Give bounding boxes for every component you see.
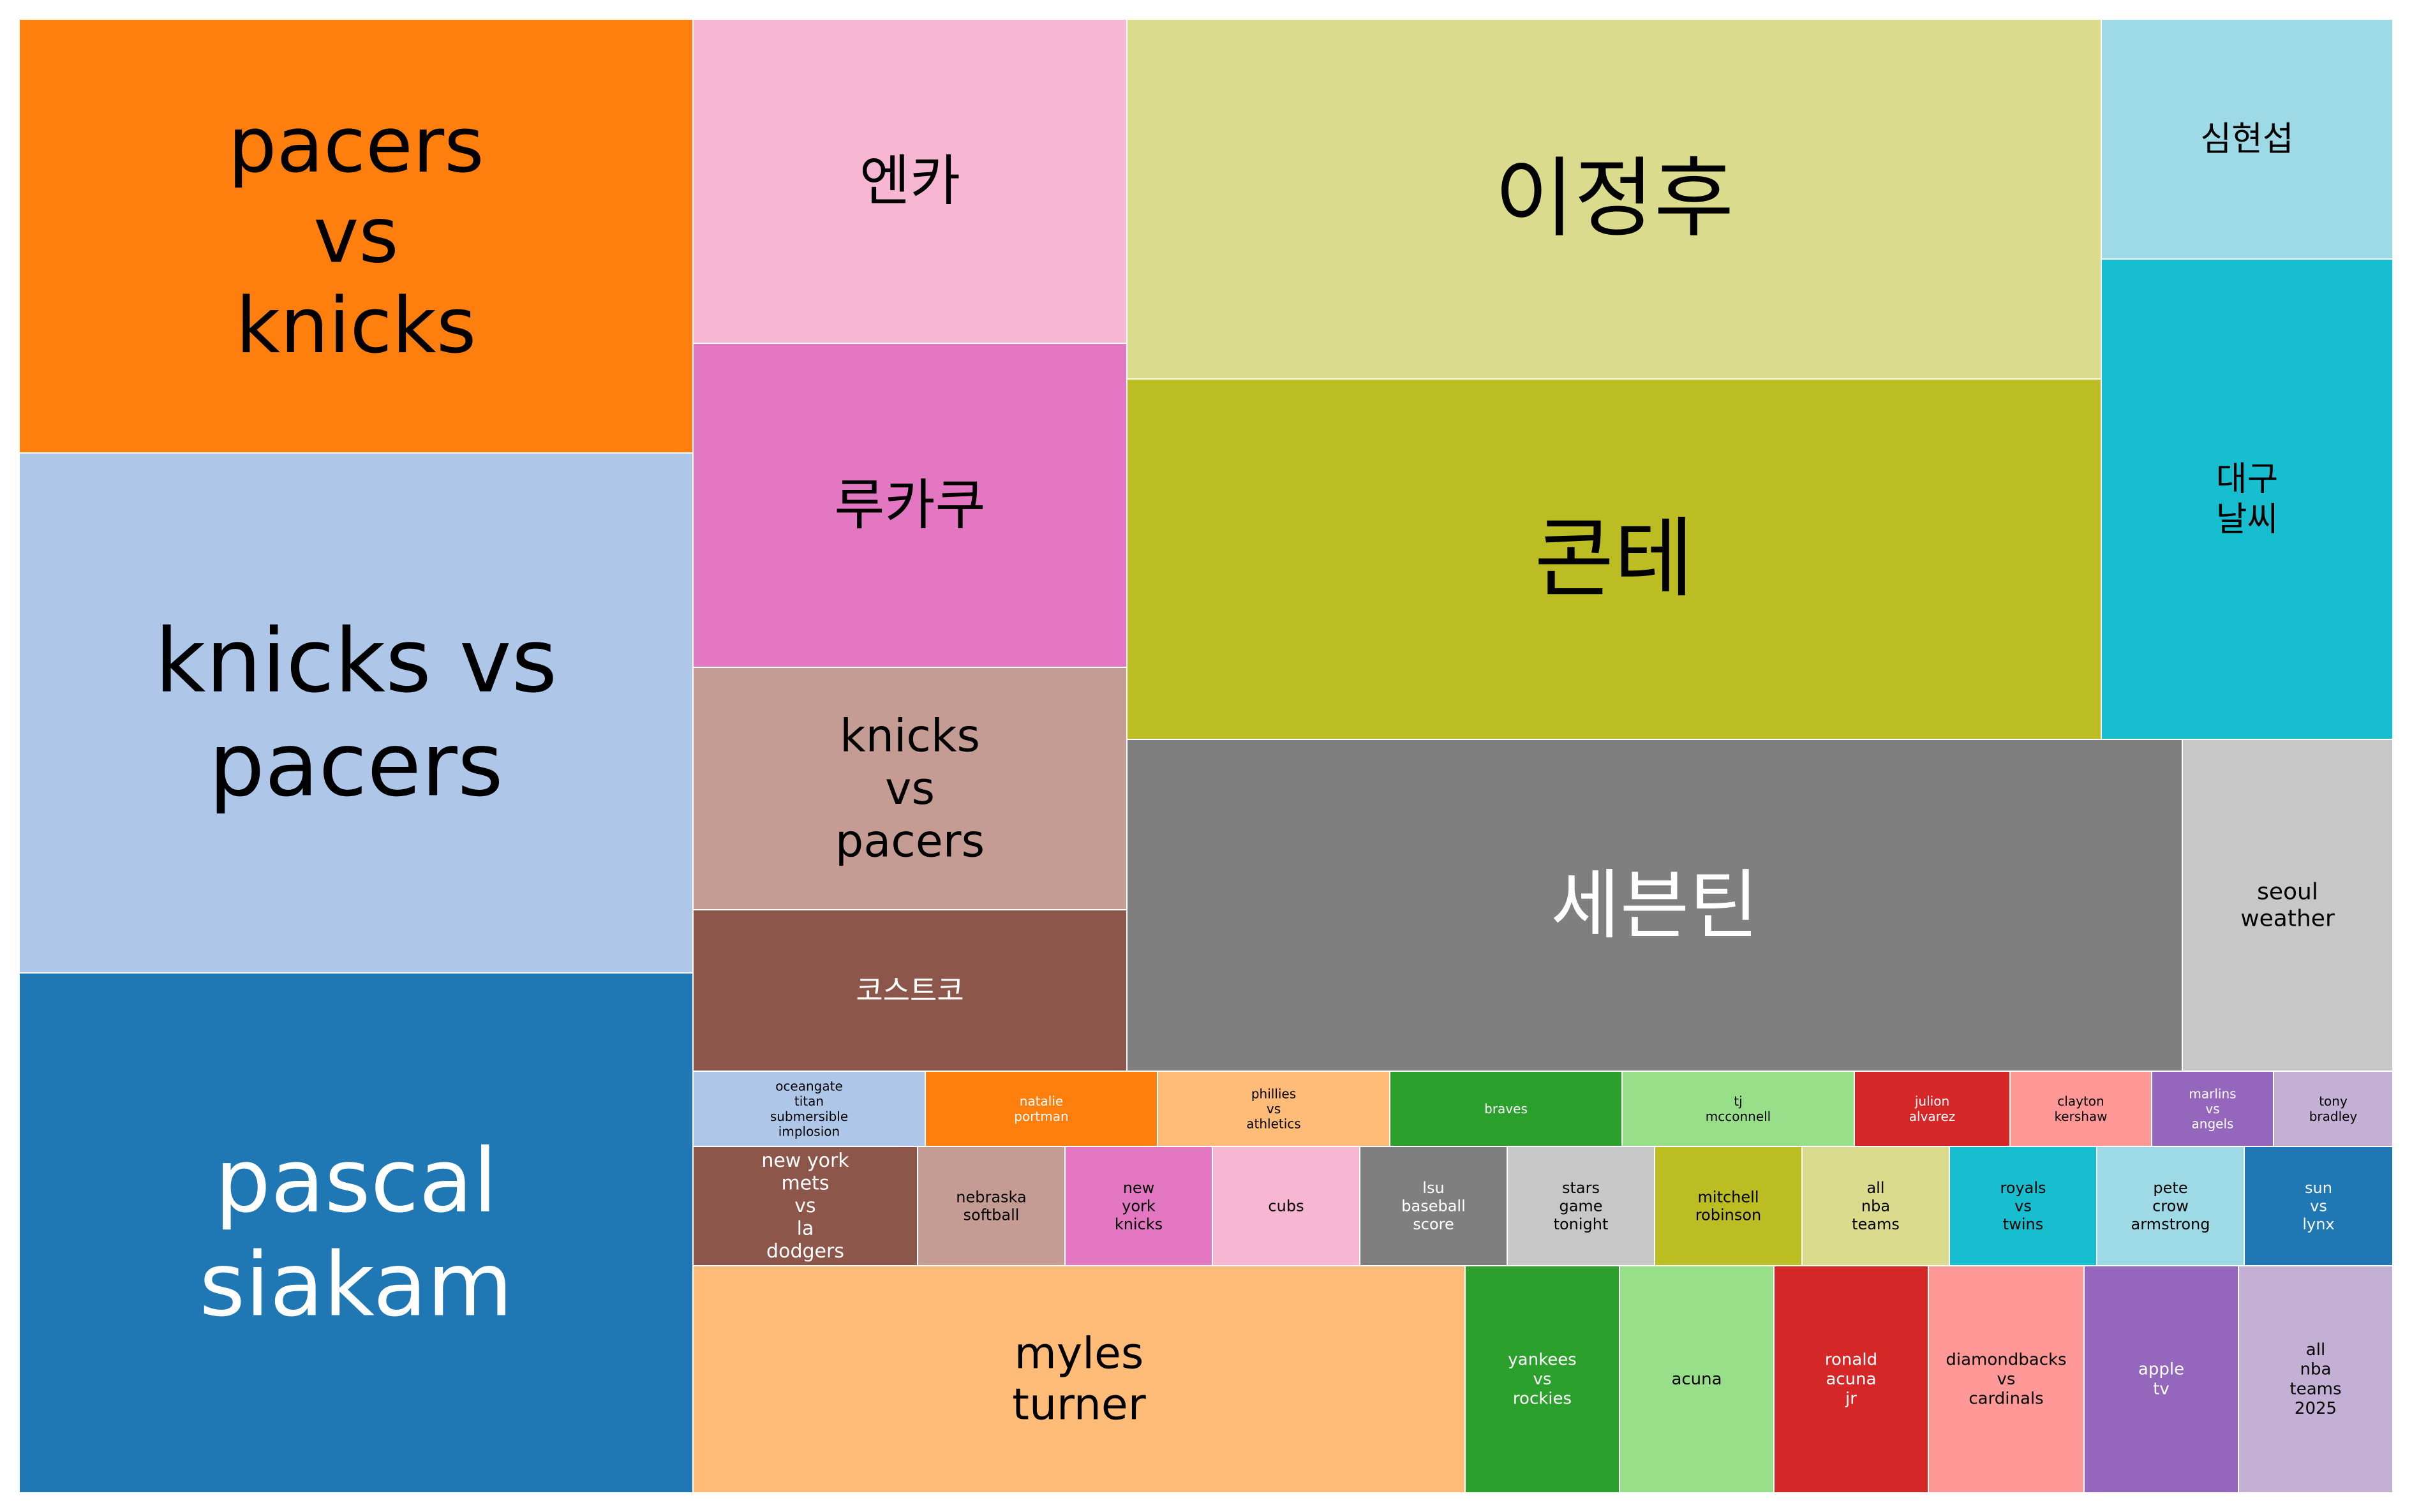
treemap-label-new-york-mets-vs-la-dodgers: new york mets vs la dodgers xyxy=(761,1150,849,1263)
treemap-label-seoul-weather: seoul weather xyxy=(2240,878,2335,931)
treemap-label-diamondbacks-vs-cardinals: diamondbacks vs cardinals xyxy=(1946,1350,2066,1408)
treemap-label-myles-turner: myles turner xyxy=(1012,1328,1145,1430)
treemap-cell-대구-날씨 xyxy=(2101,258,2393,740)
treemap-cell-lsu-baseball-score xyxy=(1359,1146,1508,1266)
treemap-cell-natalie-portman xyxy=(925,1071,1158,1147)
treemap-label-julion-alvarez: julion alvarez xyxy=(1909,1093,1956,1124)
treemap-label-lsu-baseball-score: lsu baseball score xyxy=(1401,1179,1466,1233)
treemap-label-sun-vs-lynx: sun vs lynx xyxy=(2302,1179,2334,1233)
treemap-cell-all-nba-teams-2025 xyxy=(2238,1265,2393,1493)
treemap-label-tony-bradley: tony bradley xyxy=(2309,1093,2358,1124)
treemap-label-코스트코: 코스트코 xyxy=(856,974,964,1008)
treemap-cell-apple-tv xyxy=(2083,1265,2239,1493)
treemap-cell-oceangate-titan-submersible-implosion xyxy=(692,1071,926,1147)
treemap-label-knicks-vs-pacers: knicks vs pacers xyxy=(155,610,558,817)
treemap-label-new-york-knicks: new york knicks xyxy=(1115,1179,1163,1233)
treemap-label-all-nba-teams-2025: all nba teams 2025 xyxy=(2290,1340,2342,1418)
treemap-label-acuna: acuna xyxy=(1671,1370,1722,1389)
treemap-label-royals-vs-twins: royals vs twins xyxy=(2000,1179,2046,1233)
treemap-label-stars-game-tonight: stars game tonight xyxy=(1554,1179,1609,1233)
treemap-label-marlins-vs-angels: marlins vs angels xyxy=(2189,1086,2236,1131)
treemap-cell-knicks-vs-pacers xyxy=(692,667,1128,910)
treemap-label-루카쿠: 루카쿠 xyxy=(834,473,985,537)
treemap-cell-yankees-vs-rockies xyxy=(1464,1265,1620,1493)
treemap-cell-phillies-vs-athletics xyxy=(1157,1071,1390,1147)
treemap-label-oceangate-titan-submersible-implosion: oceangate titan submersible implosion xyxy=(770,1079,848,1139)
treemap-cell-이정후 xyxy=(1126,19,2102,380)
treemap-cell-new-york-mets-vs-la-dodgers xyxy=(692,1146,918,1266)
treemap-cell-seoul-weather xyxy=(2182,739,2393,1072)
treemap-cell-pacers-vs-knicks xyxy=(19,19,694,454)
treemap-cell-ronald-acuna-jr xyxy=(1773,1265,1929,1493)
treemap-label-all-nba-teams: all nba teams xyxy=(1852,1179,1900,1233)
treemap-label-pacers-vs-knicks: pacers vs knicks xyxy=(228,101,484,371)
treemap-label-nebraska-softball: nebraska softball xyxy=(956,1188,1026,1224)
treemap-label-knicks-vs-pacers: knicks vs pacers xyxy=(835,709,985,867)
treemap-label-대구-날씨: 대구 날씨 xyxy=(2216,460,2279,539)
treemap-label-콘테: 콘테 xyxy=(1534,509,1694,610)
treemap-cell-pascal-siakam xyxy=(19,972,694,1493)
treemap-cell-new-york-knicks xyxy=(1064,1146,1213,1266)
treemap-label-ronald-acuna-jr: ronald acuna jr xyxy=(1825,1350,1877,1408)
treemap-label-yankees-vs-rockies: yankees vs rockies xyxy=(1508,1350,1576,1408)
treemap-label-엔카: 엔카 xyxy=(860,149,960,213)
treemap-cell-stars-game-tonight xyxy=(1507,1146,1655,1266)
treemap-cell-myles-turner xyxy=(692,1265,1466,1493)
treemap-label-clayton-kershaw: clayton kershaw xyxy=(2054,1093,2107,1124)
treemap-cell-세븐틴 xyxy=(1126,739,2183,1072)
treemap-cell-knicks-vs-pacers xyxy=(19,452,694,974)
treemap-cell-루카쿠 xyxy=(692,343,1128,668)
treemap-cell-julion-alvarez xyxy=(1854,1071,2011,1147)
treemap-label-mitchell-robinson: mitchell robinson xyxy=(1695,1188,1762,1224)
treemap-cell-marlins-vs-angels xyxy=(2151,1071,2274,1147)
treemap-cell-royals-vs-twins xyxy=(1949,1146,2097,1266)
treemap-cell-nebraska-softball xyxy=(917,1146,1066,1266)
treemap-label-cubs: cubs xyxy=(1268,1197,1304,1215)
treemap-cell-all-nba-teams xyxy=(1801,1146,1950,1266)
treemap-cell-엔카 xyxy=(692,19,1128,344)
treemap-label-phillies-vs-athletics: phillies vs athletics xyxy=(1246,1086,1300,1131)
treemap-label-세븐틴: 세븐틴 xyxy=(1551,861,1759,949)
treemap-label-apple-tv: apple tv xyxy=(2138,1360,2184,1399)
treemap-label-pascal-siakam: pascal siakam xyxy=(199,1130,512,1337)
treemap-cell-콘테 xyxy=(1126,378,2102,740)
treemap-label-tj-mcconnell: tj mcconnell xyxy=(1706,1093,1771,1124)
treemap-label-braves: braves xyxy=(1484,1101,1528,1116)
treemap-cell-sun-vs-lynx xyxy=(2244,1146,2393,1266)
treemap-label-pete-crow-armstrong: pete crow armstrong xyxy=(2131,1179,2210,1233)
treemap-label-심현섭: 심현섭 xyxy=(2200,120,2293,159)
treemap-cell-tony-bradley xyxy=(2273,1071,2393,1147)
treemap-cell-심현섭 xyxy=(2101,19,2393,260)
treemap-cell-코스트코 xyxy=(692,909,1128,1072)
treemap-cell-diamondbacks-vs-cardinals xyxy=(1928,1265,2085,1493)
treemap-cell-acuna xyxy=(1619,1265,1775,1493)
treemap-label-이정후: 이정후 xyxy=(1494,149,1734,249)
treemap-cell-clayton-kershaw xyxy=(2009,1071,2152,1147)
treemap-label-natalie-portman: natalie portman xyxy=(1014,1093,1068,1124)
